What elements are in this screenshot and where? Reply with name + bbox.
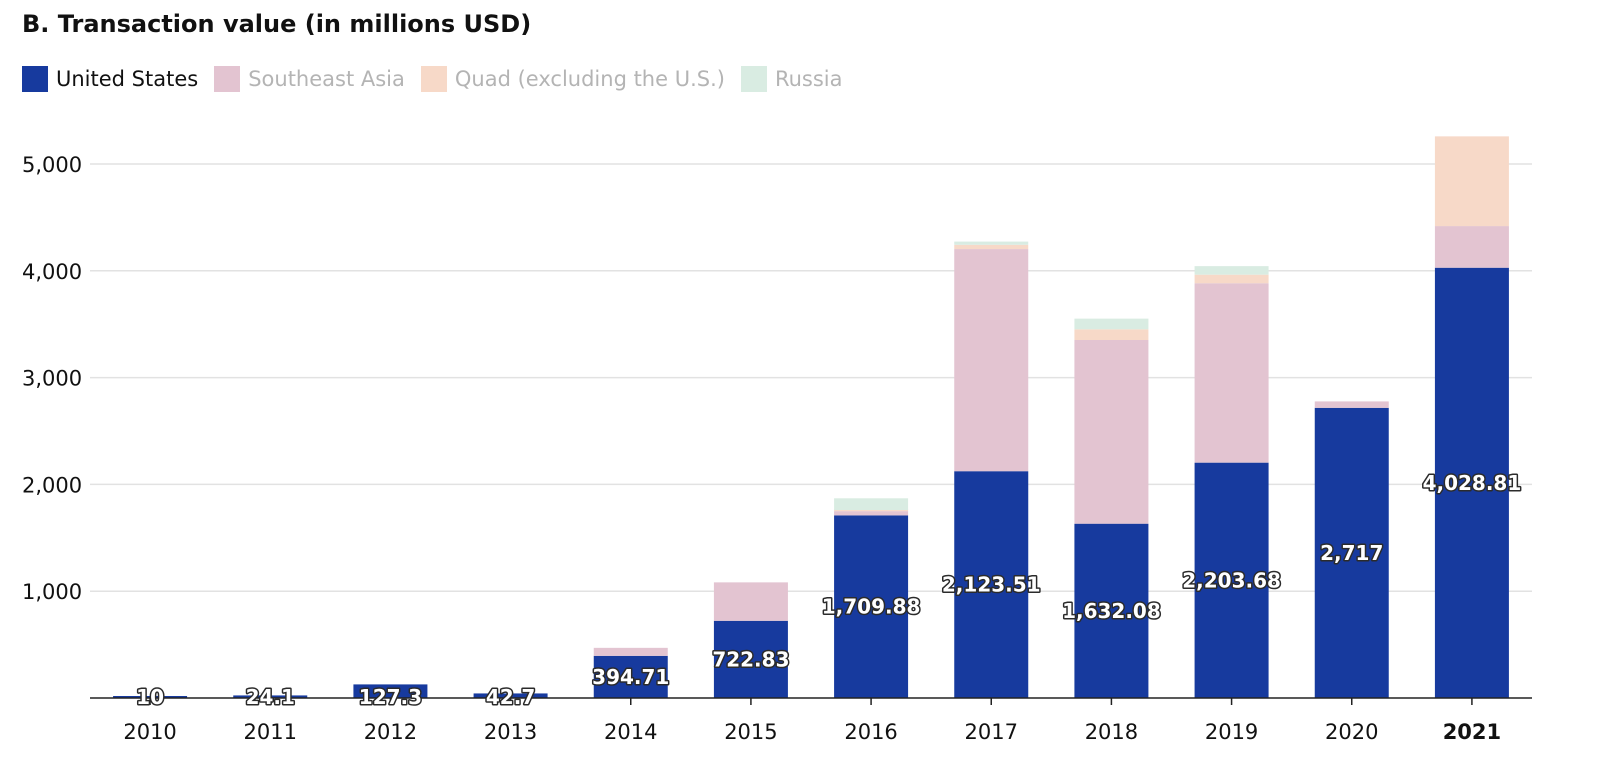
legend-label-southeast-asia: Southeast Asia (248, 67, 405, 91)
bar-southeast-asia (1194, 283, 1269, 463)
x-tick-label: 2010 (123, 720, 176, 744)
data-label: 1,632.08 (1062, 599, 1161, 623)
y-tick-label: 3,000 (22, 367, 82, 391)
data-label: 10 (136, 685, 164, 709)
bar-russia (954, 241, 1029, 245)
bar-quad-excluding-the-u-s (1194, 274, 1269, 284)
data-label: 127.3 (359, 685, 422, 709)
y-tick-label: 4,000 (22, 260, 82, 284)
y-tick-label: 1,000 (22, 580, 82, 604)
bar-southeast-asia (1434, 226, 1509, 268)
data-label: 2,717 (1320, 541, 1383, 565)
x-tick-label: 2014 (604, 720, 657, 744)
bar-united-states (593, 655, 668, 698)
data-label: 24.1 (246, 685, 295, 709)
bar-united-states (954, 471, 1029, 698)
bar-southeast-asia (713, 582, 788, 621)
bar-russia (834, 498, 909, 511)
bar-united-states (1194, 462, 1269, 698)
bar-united-states (473, 693, 548, 698)
bar-quad-excluding-the-u-s (954, 244, 1029, 250)
bar-united-states (1314, 407, 1389, 698)
bar-quad-excluding-the-u-s (1434, 136, 1509, 227)
y-tick-label: 2,000 (22, 473, 82, 497)
chart-title: B. Transaction value (in millions USD) (22, 10, 532, 38)
data-label: 1,709.88 (822, 595, 921, 619)
data-label: 2,123.51 (942, 573, 1041, 597)
legend-label-quad: Quad (excluding the U.S.) (454, 67, 725, 91)
bar-southeast-asia (834, 511, 909, 516)
x-tick-label: 2021 (1443, 720, 1501, 744)
bar-southeast-asia (954, 249, 1029, 472)
bar-southeast-asia (593, 647, 668, 656)
x-tick-label: 2016 (844, 720, 897, 744)
x-tick-label: 2019 (1205, 720, 1258, 744)
x-tick-label: 2011 (244, 720, 297, 744)
bar-united-states (113, 696, 188, 698)
x-tick-label: 2015 (724, 720, 777, 744)
bar-united-states (834, 515, 909, 698)
x-tick-label: 2020 (1325, 720, 1378, 744)
bar-southeast-asia (1074, 339, 1149, 524)
legend-item-quad[interactable]: Quad (excluding the U.S.) (420, 66, 725, 92)
legend-label-united-states: United States (56, 67, 199, 91)
legend-item-russia[interactable]: Russia (740, 66, 843, 92)
data-label: 4,028.81 (1423, 471, 1522, 495)
legend-item-southeast-asia[interactable]: Southeast Asia (214, 66, 405, 92)
legend: United States Southeast Asia Quad (exclu… (22, 66, 859, 92)
x-tick-label: 2017 (965, 720, 1018, 744)
bar-russia (1194, 266, 1269, 275)
bar-southeast-asia (1314, 401, 1389, 408)
legend-swatch-russia (740, 66, 767, 92)
x-tick-label: 2018 (1085, 720, 1138, 744)
legend-item-united-states[interactable]: United States (22, 66, 198, 92)
bar-united-states (233, 695, 308, 698)
y-tick-label: 5,000 (22, 153, 82, 177)
legend-swatch-quad (420, 66, 447, 92)
bar-quad-excluding-the-u-s (1074, 329, 1149, 340)
data-label: 394.71 (592, 665, 669, 689)
bar-united-states (353, 684, 428, 698)
bar-united-states (1074, 523, 1149, 698)
legend-swatch-southeast-asia (214, 66, 241, 92)
data-label: 2,203.68 (1182, 568, 1281, 592)
bar-quad-excluding-the-u-s (834, 509, 909, 512)
bar-united-states (1434, 267, 1509, 698)
x-tick-label: 2013 (484, 720, 537, 744)
bar-russia (1074, 318, 1149, 330)
data-label: 722.83 (712, 647, 789, 671)
x-tick-label: 2012 (364, 720, 417, 744)
legend-swatch-united-states (22, 66, 48, 92)
legend-label-russia: Russia (774, 67, 843, 91)
bar-united-states (713, 620, 788, 698)
data-label: 42.7 (486, 685, 535, 709)
